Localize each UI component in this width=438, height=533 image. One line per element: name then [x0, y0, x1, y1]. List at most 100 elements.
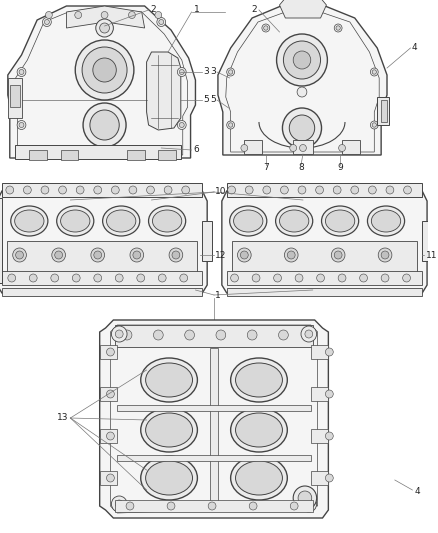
Circle shape [331, 248, 345, 262]
Text: 13: 13 [57, 414, 68, 423]
Circle shape [111, 496, 127, 512]
Circle shape [372, 70, 376, 74]
Circle shape [115, 274, 123, 282]
Circle shape [333, 186, 341, 194]
Ellipse shape [102, 206, 140, 236]
Circle shape [59, 186, 67, 194]
Circle shape [317, 274, 325, 282]
Circle shape [297, 87, 307, 97]
Text: 1: 1 [194, 5, 199, 14]
Circle shape [177, 68, 186, 77]
Circle shape [305, 330, 313, 338]
Circle shape [133, 251, 141, 259]
Bar [342, 140, 360, 154]
Bar [29, 150, 47, 160]
Circle shape [76, 186, 84, 194]
Circle shape [293, 486, 317, 510]
Circle shape [129, 186, 137, 194]
Circle shape [177, 120, 186, 130]
Circle shape [237, 248, 251, 262]
Circle shape [106, 390, 114, 398]
Ellipse shape [145, 413, 193, 447]
Ellipse shape [152, 210, 182, 232]
Circle shape [276, 34, 327, 86]
Circle shape [115, 330, 123, 338]
Circle shape [316, 186, 324, 194]
Circle shape [72, 274, 80, 282]
Circle shape [300, 144, 306, 151]
Circle shape [283, 41, 321, 79]
Circle shape [381, 274, 389, 282]
Ellipse shape [231, 408, 287, 452]
Circle shape [96, 19, 113, 37]
Circle shape [157, 18, 166, 27]
Text: 10: 10 [215, 187, 226, 196]
Circle shape [42, 146, 51, 155]
Circle shape [325, 390, 333, 398]
Bar [377, 97, 389, 125]
Polygon shape [8, 6, 195, 158]
Bar [202, 221, 212, 261]
Bar [0, 198, 2, 283]
Circle shape [336, 26, 340, 30]
Polygon shape [67, 6, 145, 28]
Circle shape [13, 248, 26, 262]
Bar [117, 455, 311, 461]
Polygon shape [100, 320, 328, 518]
Bar [311, 345, 328, 359]
Circle shape [169, 248, 183, 262]
Circle shape [122, 330, 132, 340]
Ellipse shape [231, 456, 287, 500]
Text: 2: 2 [151, 4, 156, 13]
Circle shape [46, 12, 52, 19]
Circle shape [290, 144, 297, 151]
Circle shape [360, 274, 367, 282]
Circle shape [371, 68, 378, 76]
Circle shape [283, 108, 321, 148]
Circle shape [293, 51, 311, 69]
Circle shape [75, 40, 134, 100]
Circle shape [126, 502, 134, 510]
Circle shape [91, 248, 105, 262]
Circle shape [94, 186, 102, 194]
Circle shape [94, 251, 102, 259]
Bar [117, 405, 311, 411]
Circle shape [249, 502, 257, 510]
Polygon shape [147, 52, 181, 130]
Bar [127, 150, 145, 160]
Circle shape [274, 274, 282, 282]
Bar [14, 145, 181, 159]
Circle shape [305, 500, 313, 508]
Circle shape [284, 248, 298, 262]
Circle shape [8, 274, 16, 282]
Bar [244, 140, 262, 154]
Circle shape [17, 68, 26, 77]
Circle shape [351, 186, 359, 194]
Ellipse shape [231, 358, 287, 402]
Circle shape [298, 186, 306, 194]
Circle shape [75, 12, 81, 19]
Bar [210, 348, 218, 506]
Text: 2: 2 [251, 4, 257, 13]
Ellipse shape [60, 210, 90, 232]
Circle shape [403, 274, 410, 282]
Ellipse shape [321, 206, 359, 236]
Circle shape [82, 47, 127, 93]
Bar [381, 100, 387, 122]
Circle shape [298, 491, 312, 505]
Circle shape [45, 148, 49, 152]
Circle shape [338, 274, 346, 282]
Circle shape [386, 186, 394, 194]
Ellipse shape [230, 206, 267, 236]
Circle shape [147, 186, 155, 194]
Circle shape [262, 24, 270, 32]
Circle shape [245, 186, 253, 194]
Circle shape [216, 330, 226, 340]
Circle shape [29, 274, 37, 282]
Circle shape [52, 248, 65, 262]
Circle shape [185, 330, 194, 340]
Circle shape [180, 274, 187, 282]
Circle shape [301, 496, 317, 512]
Circle shape [101, 12, 108, 19]
Circle shape [106, 432, 114, 440]
